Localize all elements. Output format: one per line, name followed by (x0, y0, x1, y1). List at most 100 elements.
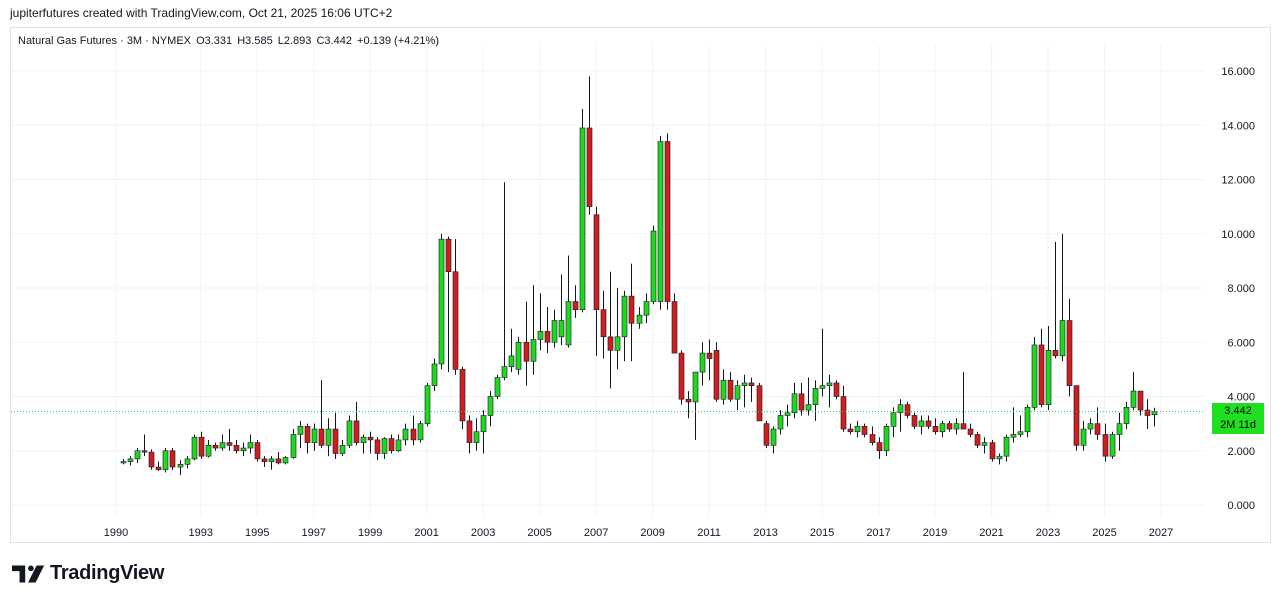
candle-body-up (1003, 436, 1010, 457)
candle-body-up (1109, 434, 1116, 457)
candle (198, 431, 205, 459)
candle-body-up (741, 382, 748, 386)
candle-body-down (586, 127, 593, 207)
candle-body-up (996, 455, 1003, 460)
candle (530, 285, 537, 375)
candle-body-down (946, 423, 953, 430)
candle (720, 369, 727, 405)
candle (282, 456, 289, 465)
candle-body-up (812, 388, 819, 405)
y-tick-label: 10.000 (1221, 229, 1255, 241)
candle-body-down (226, 442, 233, 446)
candle (918, 415, 925, 435)
candle-body-down (374, 439, 381, 454)
candle (600, 290, 607, 359)
candle-body-down (332, 428, 339, 454)
candle (833, 380, 840, 400)
candle (297, 420, 304, 449)
candle-body-down (1066, 320, 1073, 386)
candle-body-down (544, 331, 551, 343)
candle-body-down (960, 423, 967, 430)
candle-body-down (678, 352, 685, 400)
axes: 0.000 2.000 4.000 6.000 8.000 10.000 12.000 14.… (11, 66, 1255, 539)
candle (311, 423, 318, 451)
candle (819, 328, 826, 397)
candle (883, 423, 890, 457)
candle-body-up (777, 415, 784, 430)
candle (1102, 423, 1109, 462)
candle-body-down (763, 423, 770, 446)
candle-body-down (685, 398, 692, 403)
candle-body-down (275, 458, 282, 464)
candle (515, 336, 522, 375)
candle (572, 285, 579, 318)
candle-body-up (819, 385, 826, 389)
candle (960, 372, 967, 430)
candle-body-down (1073, 385, 1080, 446)
candle (551, 309, 558, 348)
candle-body-up (805, 404, 812, 411)
candle (410, 415, 417, 446)
candle (452, 239, 459, 375)
candle (275, 452, 282, 465)
candle-body-up (1087, 423, 1094, 430)
candle (904, 401, 911, 419)
x-tick-label: 1995 (245, 527, 269, 539)
x-tick-label: 2013 (753, 527, 777, 539)
candle (756, 382, 763, 422)
candle-body-down (410, 428, 417, 441)
x-tick-label: 2009 (640, 527, 664, 539)
candle-body-down (388, 438, 395, 452)
candle-body-up (565, 301, 572, 346)
candle (388, 434, 395, 454)
candle (1094, 407, 1101, 440)
candle-body-up (508, 355, 515, 367)
candle-body-up (537, 331, 544, 340)
candle-body-up (268, 458, 275, 462)
candle (473, 418, 480, 451)
candle-body-down (593, 214, 600, 310)
candle-body-up (191, 436, 198, 460)
tradingview-branding[interactable]: TradingView (12, 562, 164, 585)
candle-body-up (127, 458, 134, 462)
candle-body-up (650, 230, 657, 302)
candle-body-down (840, 396, 847, 430)
candle-body-down (523, 341, 530, 362)
candle-body-up (297, 426, 304, 435)
x-tick-label: 2015 (810, 527, 834, 539)
y-tick-label: 4.000 (1227, 392, 1255, 404)
candle-body-down (466, 420, 473, 443)
candle-body-up (282, 457, 289, 464)
candle-body-down (974, 434, 981, 446)
candle (869, 426, 876, 446)
candle-body-up (784, 412, 791, 416)
candle (713, 342, 720, 402)
candle (826, 374, 833, 408)
candle (741, 374, 748, 408)
candle-body-down (727, 379, 734, 400)
candle-body-down (353, 420, 360, 443)
candle-body-down (1102, 434, 1109, 457)
x-tick-label: 2003 (471, 527, 495, 539)
candle (120, 458, 127, 465)
candle (1144, 399, 1151, 430)
candle-body-down (572, 301, 579, 310)
candle (967, 423, 974, 438)
candle-body-down (1052, 350, 1059, 357)
candle (593, 206, 600, 356)
candle (381, 437, 388, 459)
candle (177, 460, 184, 476)
candle (141, 434, 148, 457)
candle (1109, 431, 1116, 459)
candle (791, 382, 798, 419)
candle (212, 442, 219, 451)
candle (636, 306, 643, 329)
candle-body-down (876, 442, 883, 452)
candle-body-down (600, 309, 607, 338)
candle-body-up (395, 439, 402, 452)
candle-body-up (551, 320, 558, 343)
candle-body-up (501, 366, 508, 378)
candle (1080, 420, 1087, 451)
candle-body-down (452, 271, 459, 370)
